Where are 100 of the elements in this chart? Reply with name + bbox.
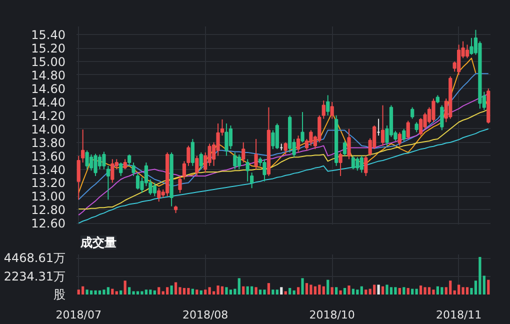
bar — [339, 290, 342, 294]
bar — [153, 290, 156, 294]
bar — [352, 288, 355, 294]
candlestick — [152, 182, 156, 197]
bar — [106, 287, 110, 294]
candlestick — [330, 101, 334, 120]
bar — [440, 287, 444, 294]
bar — [482, 276, 486, 294]
bar — [102, 290, 106, 294]
bar — [368, 288, 372, 294]
bar — [136, 291, 140, 294]
bar — [284, 291, 287, 294]
y-tick-label: 14.80 — [31, 68, 66, 82]
y-tick-label: 13.60 — [31, 149, 66, 164]
candlestick — [465, 44, 470, 59]
bar — [280, 287, 283, 294]
bar — [174, 282, 178, 294]
bar — [220, 286, 224, 294]
x-tick-label: 2018/10 — [309, 308, 355, 322]
bar — [191, 288, 194, 294]
bar — [200, 290, 202, 294]
candlestick — [76, 155, 80, 200]
y-tick-label: 2234.31万 — [4, 269, 66, 284]
y-tick-label: 12.80 — [31, 203, 66, 218]
candlestick — [127, 154, 132, 166]
candlestick — [119, 162, 123, 177]
candlestick — [300, 112, 304, 143]
bar — [348, 286, 350, 294]
bar — [216, 286, 220, 294]
bar — [318, 284, 321, 294]
bar — [140, 291, 144, 294]
candlestick — [102, 151, 106, 170]
candlestick — [418, 118, 423, 136]
candlestick — [380, 104, 385, 146]
candlestick — [81, 129, 85, 164]
candlestick — [195, 155, 199, 177]
candlestick — [186, 145, 190, 166]
candlestick — [94, 153, 98, 177]
candlestick — [250, 172, 254, 189]
candlestick — [262, 158, 266, 182]
bar — [334, 287, 338, 294]
candlestick — [208, 143, 212, 166]
y-tick-label: 13.00 — [31, 190, 66, 204]
candlestick — [199, 152, 203, 170]
bar — [267, 283, 270, 294]
x-tick-label: 2018/07 — [56, 308, 102, 322]
bar — [111, 288, 114, 294]
bar — [449, 280, 452, 294]
bar — [402, 287, 406, 294]
candlestick — [398, 132, 402, 146]
bar — [263, 290, 266, 294]
bar — [305, 283, 308, 294]
candlestick — [123, 158, 127, 170]
candlestick — [224, 122, 228, 156]
bar — [187, 288, 190, 294]
candlestick — [190, 138, 194, 166]
bar — [398, 288, 401, 294]
bar — [478, 256, 482, 294]
candlestick — [98, 154, 102, 170]
candlestick — [322, 100, 326, 120]
candlestick — [351, 155, 356, 170]
bar — [124, 280, 126, 294]
candlestick — [233, 152, 237, 170]
candlestick — [406, 120, 410, 140]
bar — [115, 291, 118, 294]
candlestick — [254, 138, 258, 170]
bar — [208, 287, 211, 294]
candlestick — [410, 106, 414, 120]
bar — [406, 288, 410, 294]
candlestick — [136, 172, 140, 190]
candlestick — [364, 155, 368, 177]
y-tick-label: 15.40 — [31, 28, 66, 42]
y-tick-label: 14.40 — [31, 95, 66, 110]
bar — [356, 290, 359, 294]
bar — [132, 291, 135, 294]
candlestick — [246, 158, 250, 182]
bar — [326, 280, 330, 294]
bar — [234, 288, 236, 294]
bar — [314, 286, 316, 294]
bar — [86, 290, 88, 294]
candlestick — [470, 37, 474, 56]
bar — [242, 286, 245, 294]
y-tick-label: 13.20 — [31, 176, 66, 190]
candlestick — [275, 122, 279, 150]
candlestick — [89, 154, 94, 172]
bar — [288, 288, 292, 294]
bar — [144, 290, 148, 294]
bar — [466, 287, 469, 294]
bar — [322, 286, 325, 294]
bar — [330, 287, 334, 294]
candlestick — [132, 162, 136, 177]
bar — [411, 288, 414, 294]
x-tick-label: 2018/08 — [182, 308, 228, 322]
candlestick — [342, 140, 347, 156]
bar — [394, 287, 397, 294]
bar — [373, 284, 376, 294]
bar — [419, 286, 422, 294]
candlestick — [284, 142, 288, 155]
bar — [128, 287, 131, 294]
bar — [458, 284, 460, 294]
